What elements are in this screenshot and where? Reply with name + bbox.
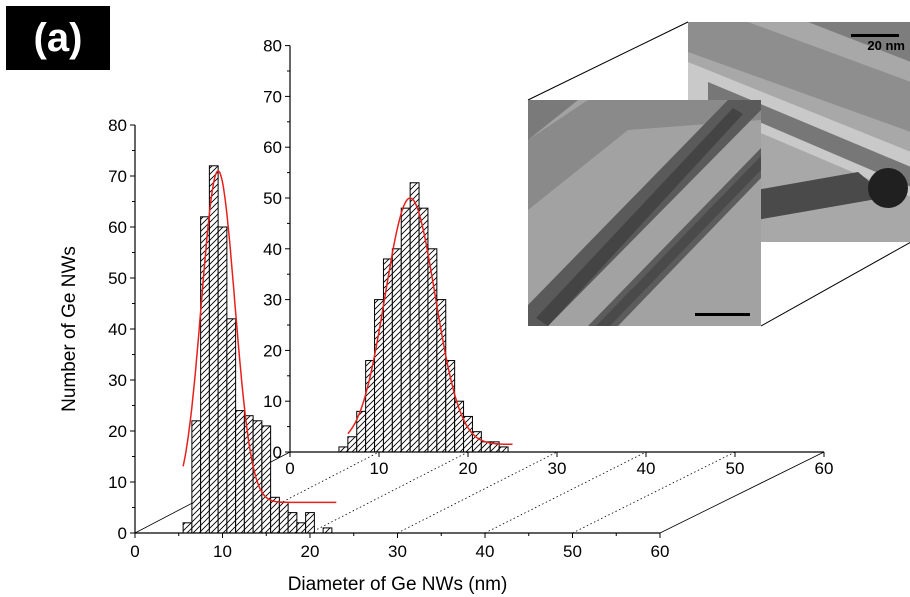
front-hist-bar xyxy=(191,420,202,534)
front-hist-bar xyxy=(243,415,254,534)
back-x-tick-label: 50 xyxy=(726,459,745,478)
back-y-tick-label: 30 xyxy=(263,291,282,310)
back-hist-bar xyxy=(409,182,420,453)
front-hist-bar xyxy=(208,165,219,534)
front-y-tick-label: 70 xyxy=(108,167,127,186)
front-x-tick-label: 10 xyxy=(213,542,232,561)
back-x-tick-label: 40 xyxy=(637,459,656,478)
back-hist-bar xyxy=(436,299,447,453)
front-x-tick-label: 60 xyxy=(651,542,670,561)
front-y-tick-label: 10 xyxy=(108,473,127,492)
front-y-tick-label: 80 xyxy=(108,116,127,135)
back-y-tick-label: 70 xyxy=(263,87,282,106)
front-hist-bar xyxy=(235,410,245,534)
back-histogram xyxy=(338,182,513,453)
back-hist-bar xyxy=(400,207,411,453)
x-axis-label: Diameter of Ge NWs (nm) xyxy=(288,574,508,595)
back-y-tick-label: 80 xyxy=(263,37,282,56)
tem-image-nanowires xyxy=(528,100,761,326)
front-y-tick-label: 40 xyxy=(108,320,127,339)
front-x-tick-label: 50 xyxy=(563,542,582,561)
back-x-tick-label: 0 xyxy=(285,459,294,478)
back-y-tick-label: 50 xyxy=(263,189,282,208)
inset-connector-line xyxy=(527,21,689,101)
front-hist-bar xyxy=(305,512,315,534)
front-hist-bar xyxy=(182,522,193,534)
back-x-tick-label: 10 xyxy=(370,459,389,478)
front-hist-bar xyxy=(322,527,333,534)
front-y-tick-label: 20 xyxy=(108,422,127,441)
front-y-tick-label: 50 xyxy=(108,269,127,288)
back-hist-bar xyxy=(498,446,509,453)
back-hist-bar xyxy=(391,248,402,453)
scale-label: 20 nm xyxy=(867,38,905,53)
front-y-tick-label: 0 xyxy=(118,524,127,543)
front-hist-bar xyxy=(278,501,289,534)
back-x-tick-label: 20 xyxy=(459,459,478,478)
back-hist-fit-curve xyxy=(347,197,513,446)
back-x-tick-label: 30 xyxy=(548,459,567,478)
front-x-tick-label: 0 xyxy=(130,542,139,561)
front-histogram xyxy=(182,165,337,534)
front-y-tick-label: 30 xyxy=(108,371,127,390)
front-hist-bar xyxy=(217,226,228,534)
depth-line xyxy=(397,451,558,534)
front-hist-bar xyxy=(287,512,298,534)
front-hist-bar xyxy=(261,425,272,534)
back-y-tick-label: 40 xyxy=(263,240,282,259)
front-x-tick-label: 40 xyxy=(476,542,495,561)
front-hist-bar xyxy=(296,522,307,534)
front-hist-bar xyxy=(226,318,237,534)
inset-connector-line xyxy=(760,241,910,327)
front-hist-bar xyxy=(252,420,263,534)
back-hist-bar xyxy=(382,258,393,453)
back-y-tick-label: 60 xyxy=(263,138,282,157)
front-x-tick-label: 20 xyxy=(301,542,320,561)
back-y-tick-label: 0 xyxy=(273,443,282,462)
back-y-tick-label: 10 xyxy=(263,392,282,411)
y-axis-label: Number of Ge NWs xyxy=(59,246,80,412)
scale-bar xyxy=(695,313,750,316)
back-hist-bar xyxy=(374,299,384,453)
front-hist-bar xyxy=(270,496,280,534)
front-y-tick-label: 60 xyxy=(108,218,127,237)
back-hist-bar xyxy=(338,446,349,453)
depth-line xyxy=(309,451,469,534)
back-y-tick-label: 20 xyxy=(263,341,282,360)
back-x-tick-label: 60 xyxy=(815,459,834,478)
front-hist-fit-curve xyxy=(182,170,337,504)
panel-label: (a) xyxy=(6,6,110,70)
axes: 0 10 20 30 40 50 60 0 10 20 30 40 50 60 70 80 Diameter o… xyxy=(59,37,833,595)
back-hist-bar xyxy=(347,436,358,453)
depth-line xyxy=(659,451,825,534)
front-x-tick-label: 30 xyxy=(388,542,407,561)
scale-bar-20nm xyxy=(851,34,899,37)
